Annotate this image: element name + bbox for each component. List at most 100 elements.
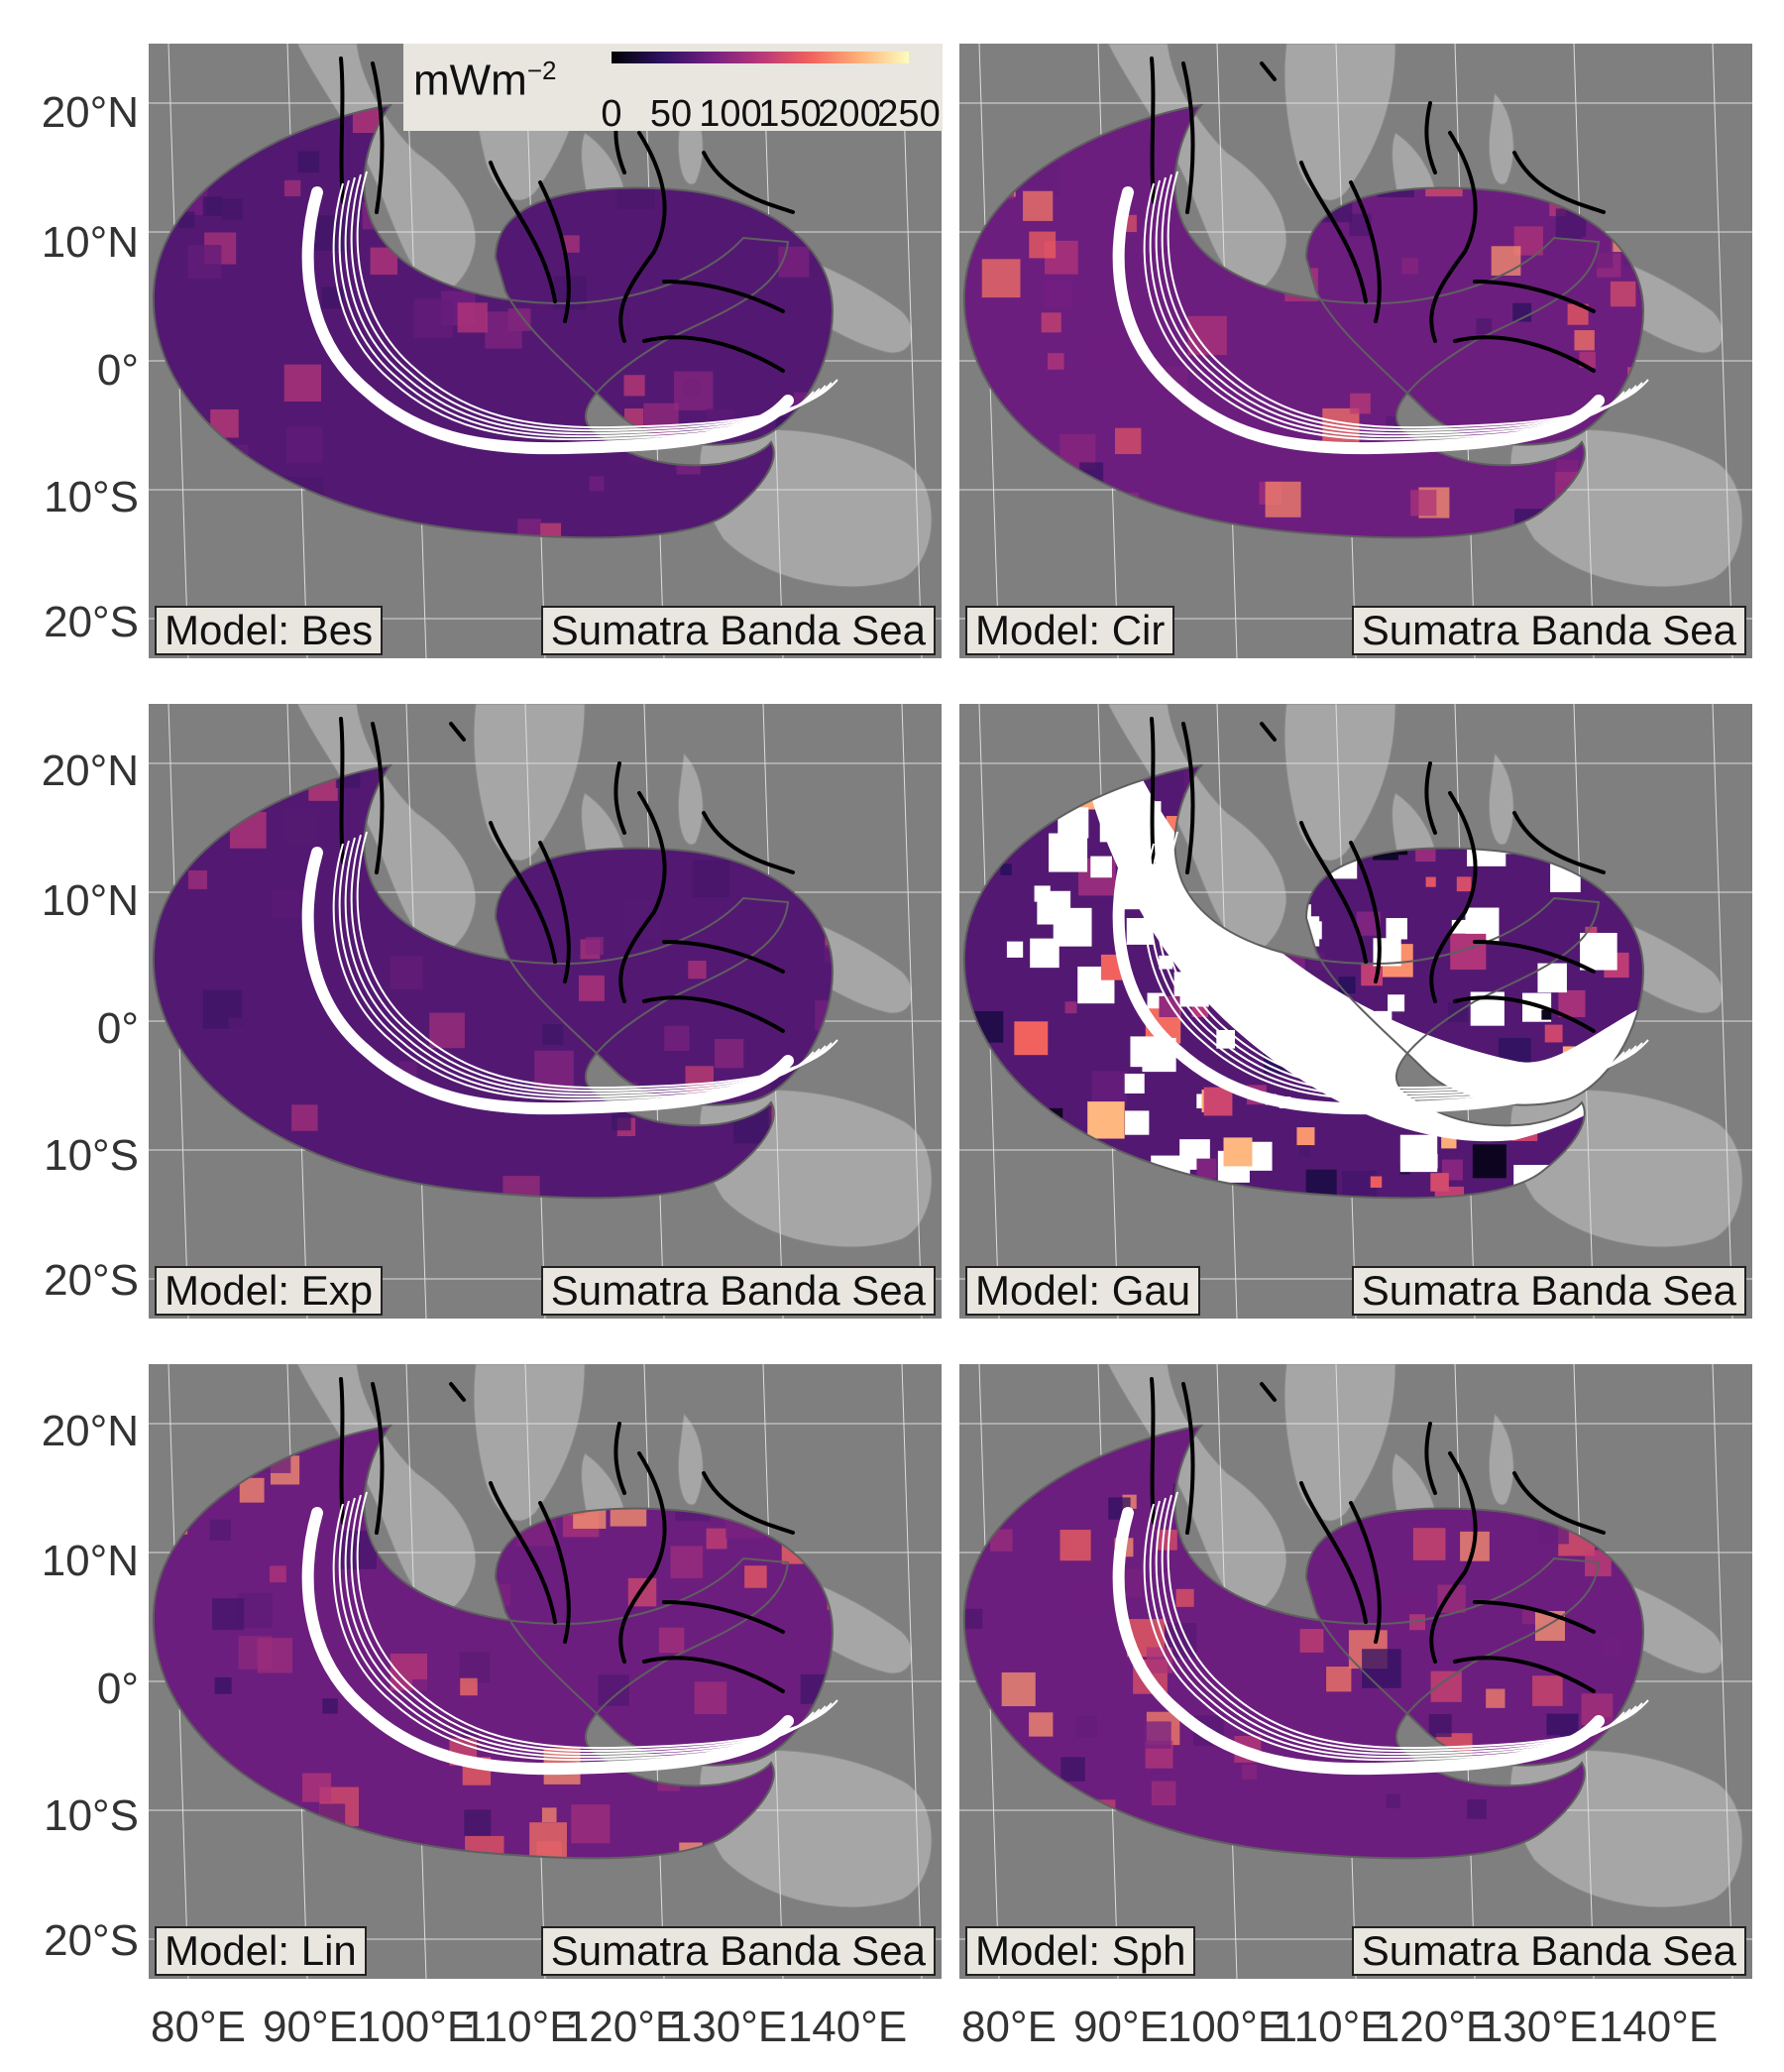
heat-flow-cell (411, 1678, 429, 1697)
model-label: Model: Bes (155, 606, 384, 655)
heat-flow-cell (1386, 918, 1407, 940)
x-tick-label: 80°E (961, 2003, 1057, 2051)
fault-line (1453, 995, 1596, 1033)
fault-line (371, 61, 385, 214)
fault-line (1429, 1451, 1478, 1664)
fault-line (1473, 1600, 1596, 1634)
map-canvas (149, 1364, 942, 1979)
x-tick-label: 80°E (151, 2003, 246, 2051)
x-tick-label: 140°E (1598, 2003, 1719, 2051)
heat-flow-cell (1029, 231, 1057, 259)
model-label: Model: Lin (155, 1926, 367, 1976)
legend-tick-label: 250 (877, 93, 941, 135)
heat-flow-cell (1125, 1110, 1150, 1135)
fault-line (1181, 722, 1195, 874)
fault-line (449, 1382, 466, 1402)
subduction-trench (1112, 186, 1605, 455)
heat-flow-cell (1041, 312, 1061, 333)
heat-flow-cell (589, 476, 605, 492)
fault-line (662, 280, 785, 313)
heat-flow-cell (1059, 1530, 1091, 1561)
slab-contour (1167, 171, 1649, 429)
heat-flow-cell (714, 1038, 744, 1069)
heat-flow-cell (1425, 876, 1436, 887)
heat-flow-cell (517, 518, 541, 538)
fault-line (613, 1422, 626, 1495)
heat-flow-cell (744, 1565, 767, 1588)
fault-line (1181, 61, 1195, 214)
data-gap (1078, 765, 1643, 1142)
heat-flow-cell (1386, 1793, 1400, 1808)
heat-flow-cell (778, 246, 810, 278)
subduction-trench (1112, 1507, 1605, 1776)
heat-flow-cell (1090, 856, 1112, 878)
graticule-longitude (1712, 704, 1733, 1319)
fault-line (1181, 1382, 1195, 1535)
heat-flow-cell (221, 198, 244, 220)
map-canvas (149, 44, 942, 658)
heat-flow-cell (1610, 281, 1636, 307)
subduction-trench (301, 186, 794, 455)
heat-flow-cell (1075, 1715, 1097, 1738)
heat-flow-cell (257, 1638, 293, 1673)
graticule-longitude (901, 704, 923, 1319)
model-label: Model: Cir (965, 606, 1175, 655)
land-polygon (1488, 91, 1514, 185)
legend-tick-label: 0 (601, 93, 622, 135)
subduction-trench (1112, 847, 1605, 1115)
land-polygon (677, 751, 704, 846)
legend-unit: mWm (413, 56, 527, 105)
heat-flow-cell (1196, 1158, 1217, 1179)
fault-line (1260, 61, 1277, 81)
x-tick-label: 110°E (462, 2003, 579, 2051)
x-tick-label: 130°E (1478, 2003, 1599, 2051)
heat-flow-cell (990, 1529, 1013, 1552)
heat-flow-cell (1091, 1071, 1127, 1106)
fault-line (1349, 180, 1382, 323)
fault-line (339, 57, 345, 204)
fault-line (339, 717, 345, 864)
heat-flow-cell (1157, 1529, 1177, 1551)
y-tick-label: 0° (96, 346, 139, 395)
study-region-outline (494, 847, 835, 1106)
heat-flow-cell (1047, 353, 1064, 370)
heat-flow-cell (1115, 427, 1142, 455)
heat-flow-cell (1486, 1688, 1505, 1708)
fault-line (1512, 151, 1606, 214)
heat-flow-cell (282, 808, 318, 844)
heat-flow-cell (1187, 315, 1227, 356)
heat-flow-cell (541, 1807, 557, 1823)
heat-flow-cell (1130, 1036, 1162, 1068)
legend-tick-label: 200 (818, 93, 881, 135)
heat-flow-cell (1030, 938, 1059, 969)
map-canvas (959, 44, 1752, 658)
fault-line (1473, 940, 1596, 974)
heat-flow-cell (1299, 1629, 1324, 1653)
heat-flow-cell (1423, 1154, 1438, 1169)
heat-flow-cell (1034, 885, 1051, 902)
x-tick-label: 130°E (667, 2003, 788, 2051)
y-tick-label: 10°N (41, 876, 139, 925)
y-tick-label: 20°S (44, 1916, 139, 1965)
heat-flow-cell (1585, 926, 1598, 939)
heat-flow-cell (1544, 1024, 1563, 1043)
slab-contour (1167, 1491, 1649, 1750)
map-panel-bes: Model: Bes Sumatra Banda Sea (149, 44, 942, 658)
heat-flow-cell (291, 1104, 318, 1131)
fault-line (1150, 57, 1156, 204)
fault-line (702, 1471, 795, 1535)
fault-line (642, 995, 785, 1033)
y-tick-label: 10°N (41, 1537, 139, 1585)
heat-flow-cell (1326, 1667, 1352, 1692)
heat-flow-cell (1203, 1087, 1233, 1116)
fault-line (618, 791, 667, 1003)
heat-flow-cell (658, 1627, 685, 1654)
fault-line (1299, 1481, 1368, 1624)
heat-flow-cell (464, 1809, 492, 1837)
heat-flow-cell (1298, 1145, 1311, 1157)
heat-flow-cell (1175, 1588, 1194, 1607)
fault-line (1260, 1382, 1277, 1402)
heat-flow-cell (202, 196, 223, 216)
fault-line (489, 821, 557, 964)
